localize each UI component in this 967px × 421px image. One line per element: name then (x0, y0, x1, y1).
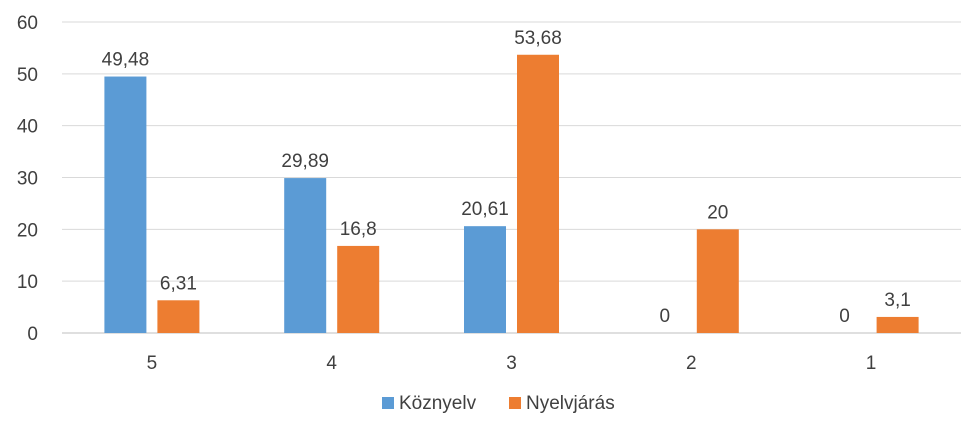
y-tick-label: 30 (17, 169, 38, 190)
y-axis-ticks: 0 10 20 30 40 50 60 (17, 13, 38, 345)
bar-koznyelv-4 (284, 178, 327, 333)
data-label: 53,68 (514, 28, 562, 49)
bar-nyelvjaras-4 (337, 245, 380, 333)
x-tick-label: 1 (866, 353, 877, 374)
gridlines (62, 21, 961, 334)
y-tick-label: 0 (27, 324, 38, 345)
data-label: 29,89 (281, 151, 329, 172)
legend-swatch (509, 397, 521, 409)
bar-nyelvjaras-1 (876, 316, 919, 333)
y-tick-label: 40 (17, 117, 38, 138)
y-tick-label: 50 (17, 65, 38, 86)
x-axis-ticks: 5 4 3 2 1 (147, 353, 877, 374)
data-label: 49,48 (102, 50, 150, 71)
data-label: 16,8 (340, 219, 377, 240)
y-tick-label: 20 (17, 220, 38, 241)
bar-nyelvjaras-3 (517, 54, 559, 333)
bar-koznyelv-5 (104, 76, 147, 334)
y-tick-label: 10 (17, 272, 38, 293)
legend-label: Nyelvjárás (526, 393, 615, 414)
bar-nyelvjaras-5 (157, 300, 200, 333)
data-label: 20,61 (461, 199, 509, 220)
data-label: 0 (839, 306, 850, 327)
legend: Köznyelv Nyelvjárás (382, 393, 615, 414)
bar-nyelvjaras-2 (696, 229, 739, 333)
bar-koznyelv-3 (464, 226, 506, 333)
data-label: 6,31 (160, 273, 197, 294)
x-tick-label: 3 (506, 353, 517, 374)
y-tick-label: 60 (17, 13, 38, 34)
legend-label: Köznyelv (399, 393, 477, 414)
x-tick-label: 5 (147, 353, 158, 374)
data-label: 3,1 (884, 290, 910, 311)
x-tick-label: 4 (326, 353, 337, 374)
data-labels: 49,48 6,31 29,89 16,8 20,61 53,68 0 20 0 3,1 (102, 28, 911, 327)
x-tick-label: 2 (686, 353, 697, 374)
legend-swatch (382, 397, 394, 409)
bars (104, 54, 919, 334)
data-label: 20 (707, 202, 728, 223)
data-label: 0 (660, 306, 671, 327)
